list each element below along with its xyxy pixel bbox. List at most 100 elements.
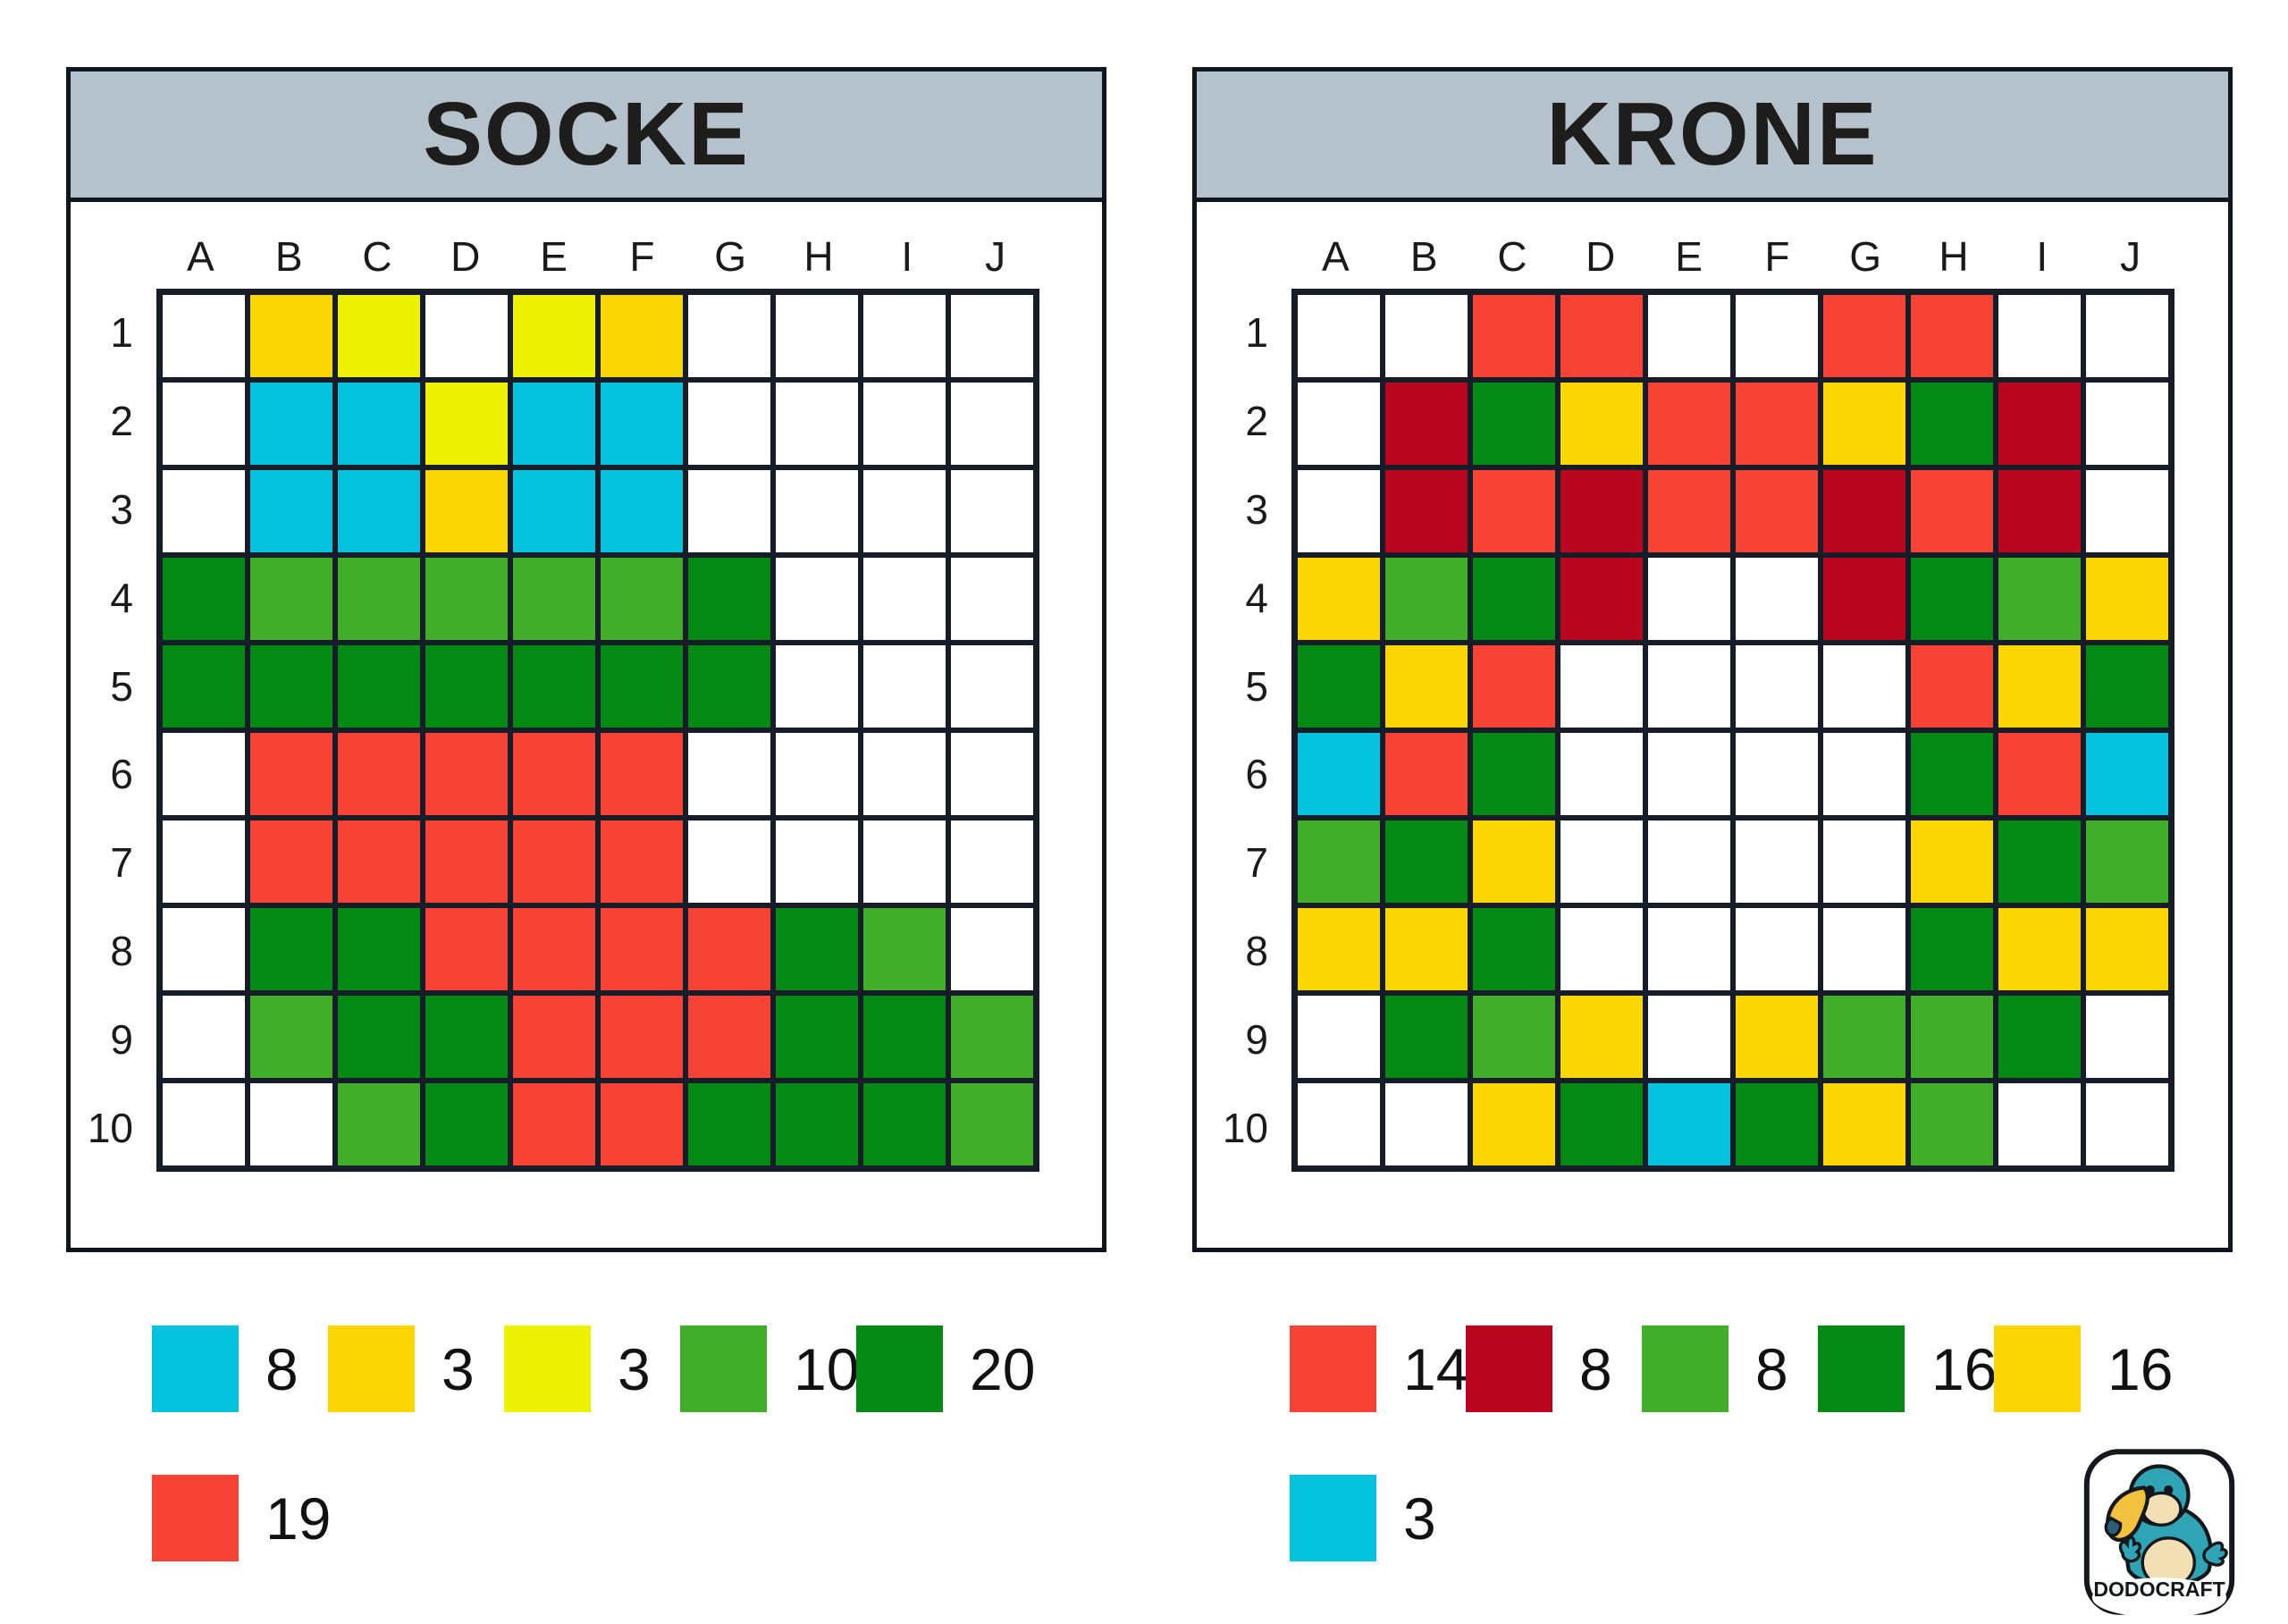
legend-item: 8 (1642, 1325, 1818, 1412)
grid-cell-D2 (425, 383, 508, 465)
grid-cell-E10 (1648, 1083, 1730, 1165)
column-label-I: I (2036, 233, 2048, 280)
grid-cell-C7 (1473, 820, 1555, 903)
grid-cell-J3 (951, 470, 1033, 552)
grid-cell-I7 (1998, 820, 2081, 903)
grid-cell-G4 (688, 558, 770, 640)
grid-cell-G2 (688, 383, 770, 465)
grid-cell-F6 (601, 733, 683, 815)
dodocraft-logo-text: DODOCRAFT (2093, 1578, 2225, 1601)
column-label-G: G (1849, 233, 1882, 280)
grid-cell-H9 (776, 996, 858, 1078)
grid-cell-D7 (425, 820, 508, 903)
grid-cell-F10 (1736, 1083, 1818, 1165)
grid-cell-H6 (1911, 733, 1993, 815)
row-label-5: 5 (1245, 662, 1268, 710)
grid-cell-E1 (1648, 295, 1730, 377)
grid-cell-B7 (250, 820, 332, 903)
grid-cell-F2 (1736, 383, 1818, 465)
dodocraft-logo: DODOCRAFT (2081, 1448, 2238, 1618)
grid-cell-E7 (1648, 820, 1730, 903)
grid-cell-B6 (250, 733, 332, 815)
grid-cell-A8 (163, 908, 245, 990)
grid-cell-C2 (338, 383, 420, 465)
row-label-6: 6 (1245, 751, 1268, 798)
row-label-9: 9 (1245, 1015, 1268, 1063)
row-label-1: 1 (110, 309, 133, 357)
grid-cell-B4 (1385, 558, 1468, 640)
grid-cell-A4 (163, 558, 245, 640)
grid-cell-C7 (338, 820, 420, 903)
grid-cell-C2 (1473, 383, 1555, 465)
legend-color-swatch (328, 1325, 415, 1412)
grid-cell-H2 (1911, 383, 1993, 465)
grid-cell-E7 (513, 820, 595, 903)
grid-cell-F4 (1736, 558, 1818, 640)
grid-cell-D5 (425, 645, 508, 728)
grid-cell-H8 (776, 908, 858, 990)
grid-cell-C10 (1473, 1083, 1555, 1165)
grid-cell-J6 (951, 733, 1033, 815)
krone-title-bar: KRONE (1197, 72, 2228, 202)
grid-cell-B2 (1385, 383, 1468, 465)
grid-cell-B3 (250, 470, 332, 552)
column-label-D: D (450, 233, 481, 280)
grid-cell-H5 (1911, 645, 1993, 728)
grid-cell-C6 (338, 733, 420, 815)
krone-legend: 14 8 8 16 16 3 (1290, 1325, 2174, 1624)
grid-cell-A6 (163, 733, 245, 815)
grid-cell-J9 (951, 996, 1033, 1078)
grid-cell-D3 (425, 470, 508, 552)
socke-pixel-grid (156, 289, 1039, 1172)
row-label-8: 8 (110, 927, 133, 974)
grid-cell-E8 (513, 908, 595, 990)
grid-cell-B5 (1385, 645, 1468, 728)
grid-cell-G8 (688, 908, 770, 990)
grid-cell-H10 (1911, 1083, 1993, 1165)
grid-cell-B2 (250, 383, 332, 465)
grid-cell-E4 (513, 558, 595, 640)
grid-cell-I10 (1998, 1083, 2081, 1165)
grid-cell-D8 (425, 908, 508, 990)
grid-cell-J2 (951, 383, 1033, 465)
grid-cell-J8 (2086, 908, 2168, 990)
grid-cell-A5 (1298, 645, 1380, 728)
grid-cell-F8 (1736, 908, 1818, 990)
grid-cell-G9 (1823, 996, 1905, 1078)
grid-cell-D1 (425, 295, 508, 377)
column-label-A: A (187, 233, 214, 280)
row-label-3: 3 (110, 485, 133, 533)
grid-cell-B1 (250, 295, 332, 377)
grid-cell-I5 (863, 645, 946, 728)
grid-cell-H2 (776, 383, 858, 465)
socke-column-labels: A B C D E F G H I J (156, 231, 1039, 282)
grid-cell-A9 (1298, 996, 1380, 1078)
row-label-7: 7 (110, 839, 133, 887)
grid-cell-F7 (601, 820, 683, 903)
column-label-C: C (1497, 233, 1527, 280)
grid-cell-G8 (1823, 908, 1905, 990)
grid-cell-B7 (1385, 820, 1468, 903)
grid-cell-I9 (1998, 996, 2081, 1078)
grid-cell-F1 (1736, 295, 1818, 377)
grid-cell-J10 (951, 1083, 1033, 1165)
grid-cell-B9 (250, 996, 332, 1078)
column-label-A: A (1322, 233, 1350, 280)
row-label-5: 5 (110, 662, 133, 710)
grid-cell-C6 (1473, 733, 1555, 815)
grid-cell-E10 (513, 1083, 595, 1165)
grid-cell-F3 (1736, 470, 1818, 552)
grid-cell-H7 (1911, 820, 1993, 903)
legend-count: 8 (265, 1335, 299, 1402)
row-label-8: 8 (1245, 927, 1268, 974)
grid-cell-I8 (1998, 908, 2081, 990)
grid-cell-I6 (863, 733, 946, 815)
grid-cell-H3 (776, 470, 858, 552)
column-label-C: C (362, 233, 392, 280)
grid-cell-H6 (776, 733, 858, 815)
legend-item: 19 (152, 1475, 331, 1561)
grid-cell-I1 (1998, 295, 2081, 377)
legend-color-swatch (1818, 1325, 1905, 1412)
grid-cell-B10 (250, 1083, 332, 1165)
grid-cell-C5 (1473, 645, 1555, 728)
